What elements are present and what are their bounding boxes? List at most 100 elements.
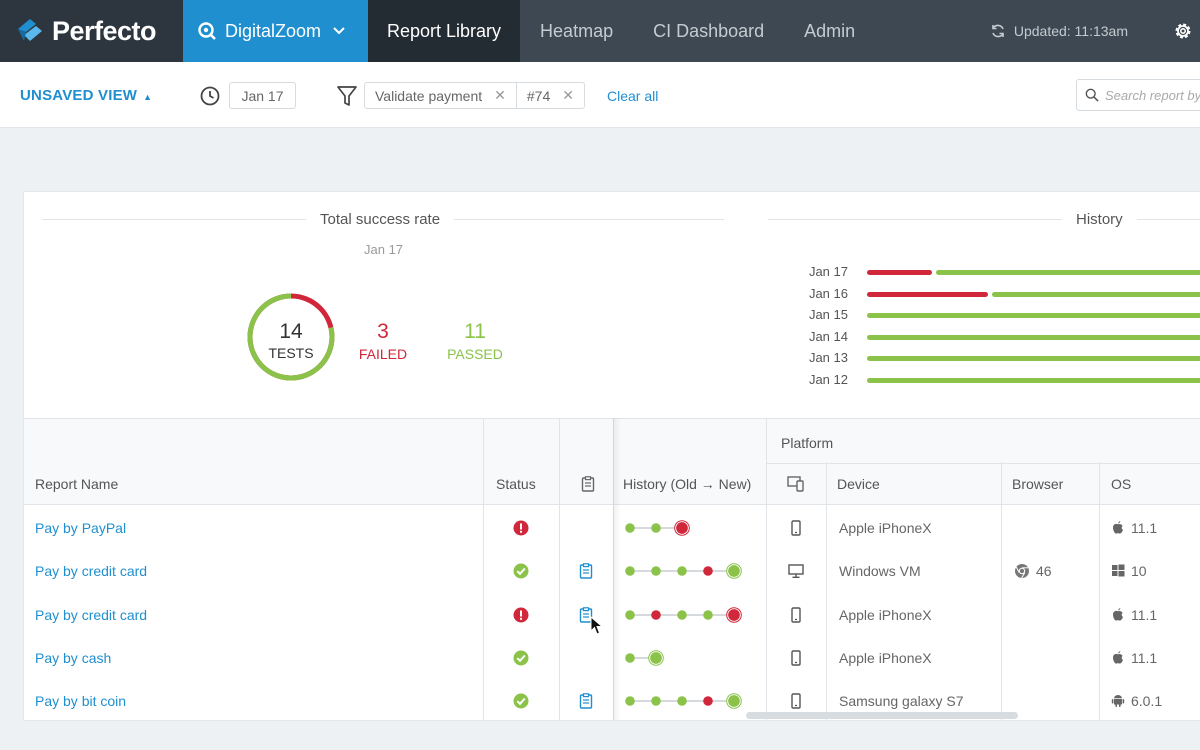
apple-icon [1113, 651, 1123, 664]
report-name-link[interactable]: Pay by credit card [35, 606, 148, 623]
device-type-cell [766, 549, 826, 592]
history-timeline[interactable] [624, 519, 694, 536]
report-icon[interactable] [579, 562, 593, 579]
horizontal-scrollbar[interactable] [746, 712, 1018, 719]
clear-all-link[interactable]: Clear all [607, 88, 659, 104]
os-cell: 11.1 [1111, 506, 1157, 549]
search-input[interactable] [1105, 87, 1200, 103]
os-header[interactable]: OS [1111, 476, 1132, 492]
status-header[interactable]: Status [496, 476, 536, 492]
device-header[interactable]: Device [837, 476, 880, 492]
search-box[interactable] [1076, 79, 1200, 111]
history-date: Jan 16 [808, 285, 848, 301]
report-name-header[interactable]: Report Name [35, 476, 119, 492]
report-name-link[interactable]: Pay by cash [35, 649, 112, 666]
report-name-link[interactable]: Pay by credit card [35, 562, 148, 579]
browser-version: 46 [1036, 562, 1052, 579]
column-divider [559, 418, 560, 720]
history-row: Jan 16 [24, 286, 1200, 302]
summary-title: Total success rate [306, 211, 455, 228]
close-icon[interactable]: ✕ [562, 87, 574, 103]
refresh-icon[interactable] [990, 23, 1006, 39]
close-icon[interactable]: ✕ [494, 87, 506, 103]
summary-date: Jan 17 [364, 242, 404, 257]
total-tests-count: 14 [279, 320, 303, 343]
report-name-cell: Pay by cash [35, 636, 111, 679]
failed-label: FAILED [358, 346, 408, 362]
column-divider [1001, 462, 1002, 720]
device-cell: Windows VM [839, 549, 921, 592]
table-row[interactable]: Pay by PayPal Apple iPhoneX 11.1 [24, 506, 1200, 549]
phone-icon [791, 519, 801, 536]
phone-icon [791, 649, 801, 666]
history-timeline[interactable] [624, 562, 746, 579]
passed-label: PASSED [447, 346, 503, 362]
device-name: Apple iPhoneX [839, 649, 932, 666]
table-row[interactable]: Pay by credit card Windows VM 46 10 [24, 549, 1200, 592]
history-date: Jan 17 [808, 264, 848, 279]
history-pass-bar[interactable] [992, 291, 1200, 297]
perfecto-logo-icon [18, 19, 42, 41]
browser-header[interactable]: Browser [1012, 476, 1064, 492]
brand-logo[interactable]: Perfecto [0, 0, 183, 62]
report-icon[interactable] [579, 606, 593, 623]
filter-chip[interactable]: Validate payment ✕ [365, 83, 516, 108]
history-pass-bar[interactable] [867, 356, 1200, 362]
table-row[interactable]: Pay by cash Apple iPhoneX 11.1 [24, 636, 1200, 679]
windows-icon [1112, 564, 1125, 577]
report-name-cell: Pay by PayPal [35, 506, 126, 549]
total-tests-label: TESTS [268, 345, 314, 361]
tab-heatmap[interactable]: Heatmap [540, 20, 614, 41]
gear-icon[interactable] [1172, 20, 1194, 42]
tab-ci-dashboard[interactable]: CI Dashboard [653, 20, 765, 41]
history-pass-bar[interactable] [867, 313, 1200, 319]
report-cell [559, 636, 613, 679]
device-type-cell [766, 506, 826, 549]
table-header: Platform Report Name Status History (Old… [24, 418, 1200, 505]
history-row: Jan 14 [24, 329, 1200, 345]
project-selector[interactable]: DigitalZoom [183, 0, 368, 62]
report-name-link[interactable]: Pay by PayPal [35, 519, 127, 536]
table-row[interactable]: Pay by credit card Apple iPhoneX 11.1 [24, 593, 1200, 636]
history-date: Jan 12 [808, 372, 848, 387]
failed-stat: 3 FAILED [356, 320, 410, 362]
passed-status-icon [513, 650, 529, 665]
os-cell: 6.0.1 [1111, 679, 1163, 720]
status-cell [483, 636, 559, 679]
history-timeline[interactable] [624, 649, 668, 666]
mouse-cursor-icon [590, 616, 604, 635]
column-divider [826, 462, 827, 720]
table-row[interactable]: Pay by bit coin Samsung galaxy S7 6.0.1 [24, 679, 1200, 720]
os-version: 6.0.1 [1131, 692, 1163, 709]
history-cell [624, 679, 746, 720]
device-type-cell [766, 593, 826, 636]
view-selector[interactable]: UNSAVED VIEW ▲ [20, 87, 152, 104]
history-fail-bar[interactable] [867, 270, 932, 275]
device-cell: Apple iPhoneX [839, 506, 932, 549]
filter-icon [337, 86, 357, 106]
divider [768, 219, 1200, 220]
history-pass-bar[interactable] [867, 378, 1200, 383]
filter-chip-label: Validate payment [375, 87, 483, 104]
tab-report-library[interactable]: Report Library [368, 0, 521, 62]
report-name-cell: Pay by credit card [35, 549, 147, 592]
history-timeline[interactable] [624, 692, 746, 709]
history-date: Jan 14 [808, 328, 848, 344]
status-cell [483, 506, 559, 549]
date-filter[interactable]: Jan 17 [229, 82, 296, 109]
tab-admin[interactable]: Admin [804, 20, 856, 41]
history-header[interactable]: History (Old → New) [623, 476, 752, 492]
history-pass-bar[interactable] [867, 334, 1200, 340]
filter-chip[interactable]: #74 ✕ [515, 83, 584, 108]
history-timeline[interactable] [624, 606, 746, 623]
history-fail-bar[interactable] [867, 291, 988, 297]
history-row: Jan 17 [24, 264, 1200, 280]
passed-status-icon [513, 563, 529, 578]
history-pass-bar[interactable] [936, 270, 1200, 275]
report-name-cell: Pay by credit card [35, 593, 147, 636]
report-name-link[interactable]: Pay by bit coin [35, 692, 127, 709]
report-cell [559, 506, 613, 549]
frozen-column-shadow [613, 418, 621, 720]
chrome-icon [1015, 563, 1029, 578]
report-icon[interactable] [579, 692, 593, 709]
